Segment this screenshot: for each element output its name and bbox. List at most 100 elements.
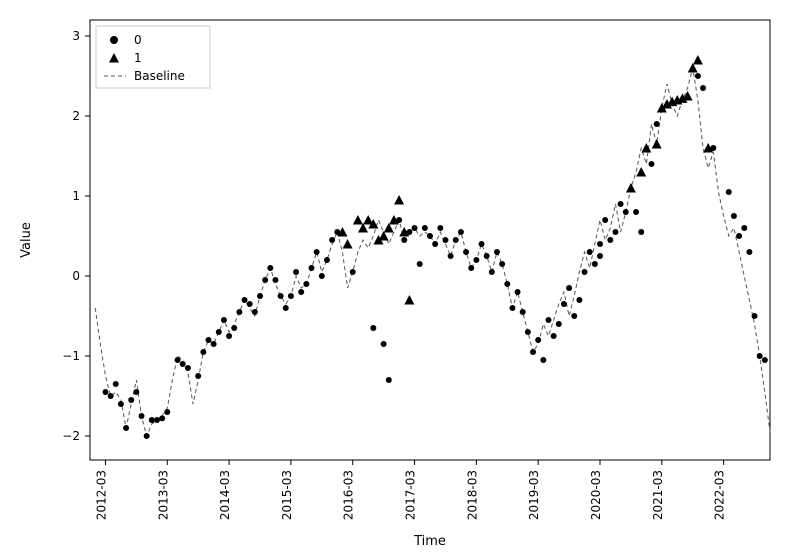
chart-svg: −2−101232012-032013-032014-032015-032016…: [0, 0, 800, 555]
point-series-1: [652, 139, 662, 149]
point-series-0: [561, 301, 567, 307]
y-tick-label: 1: [72, 189, 80, 203]
x-tick-label: 2022-03: [713, 470, 727, 520]
point-series-0: [216, 329, 222, 335]
x-tick-label: 2020-03: [589, 470, 603, 520]
point-series-0: [231, 325, 237, 331]
point-series-0: [571, 313, 577, 319]
point-series-0: [540, 357, 546, 363]
point-series-0: [180, 361, 186, 367]
point-series-0: [752, 313, 758, 319]
point-series-0: [623, 209, 629, 215]
point-series-0: [154, 417, 160, 423]
point-series-0: [746, 249, 752, 255]
point-series-0: [417, 261, 423, 267]
point-series-0: [731, 213, 737, 219]
y-tick-label: −2: [62, 429, 80, 443]
point-series-0: [757, 353, 763, 359]
point-series-0: [458, 229, 464, 235]
point-series-0: [489, 269, 495, 275]
point-series-0: [226, 333, 232, 339]
y-tick-label: 2: [72, 109, 80, 123]
point-series-0: [736, 233, 742, 239]
point-series-0: [118, 401, 124, 407]
point-series-0: [205, 337, 211, 343]
point-series-0: [262, 277, 268, 283]
point-series-0: [525, 329, 531, 335]
point-series-0: [545, 317, 551, 323]
point-series-0: [149, 417, 155, 423]
point-series-0: [272, 277, 278, 283]
point-series-0: [504, 281, 510, 287]
point-series-0: [144, 433, 150, 439]
point-series-0: [551, 333, 557, 339]
y-tick-label: −1: [62, 349, 80, 363]
x-tick-label: 2012-03: [94, 470, 108, 520]
x-tick-label: 2013-03: [156, 470, 170, 520]
point-series-0: [726, 189, 732, 195]
point-series-0: [453, 237, 459, 243]
point-series-0: [242, 297, 248, 303]
point-series-0: [139, 413, 145, 419]
legend-label: Baseline: [134, 69, 185, 83]
point-series-0: [319, 273, 325, 279]
point-series-0: [195, 373, 201, 379]
x-tick-label: 2018-03: [465, 470, 479, 520]
point-series-0: [412, 225, 418, 231]
point-series-0: [582, 269, 588, 275]
x-tick-label: 2021-03: [651, 470, 665, 520]
point-series-0: [329, 237, 335, 243]
x-tick-label: 2019-03: [527, 470, 541, 520]
point-series-0: [494, 249, 500, 255]
y-tick-label: 3: [72, 29, 80, 43]
point-series-0: [257, 293, 263, 299]
point-series-0: [401, 237, 407, 243]
point-series-0: [113, 381, 119, 387]
point-series-0: [448, 253, 454, 259]
point-series-0: [211, 341, 217, 347]
point-series-0: [283, 305, 289, 311]
point-series-0: [484, 253, 490, 259]
point-series-0: [102, 389, 108, 395]
point-series-0: [592, 261, 598, 267]
point-series-0: [597, 241, 603, 247]
point-series-0: [108, 393, 114, 399]
point-series-0: [386, 377, 392, 383]
legend-label: 1: [134, 51, 142, 65]
point-series-0: [587, 249, 593, 255]
point-series-0: [530, 349, 536, 355]
point-series-0: [499, 261, 505, 267]
point-series-0: [159, 415, 165, 421]
point-series-0: [133, 389, 139, 395]
point-series-0: [303, 281, 309, 287]
point-series-0: [128, 397, 134, 403]
x-axis-label: Time: [413, 534, 446, 549]
point-series-0: [278, 293, 284, 299]
point-series-1: [353, 215, 363, 225]
point-series-0: [618, 201, 624, 207]
point-series-0: [607, 237, 613, 243]
point-series-0: [479, 241, 485, 247]
point-series-0: [164, 409, 170, 415]
point-series-0: [741, 225, 747, 231]
x-tick-label: 2014-03: [218, 470, 232, 520]
point-series-0: [427, 233, 433, 239]
point-series-1: [641, 143, 651, 153]
point-series-0: [370, 325, 376, 331]
point-series-0: [633, 209, 639, 215]
chart-container: −2−101232012-032013-032014-032015-032016…: [0, 0, 800, 555]
point-series-0: [602, 217, 608, 223]
point-series-0: [556, 321, 562, 327]
point-series-0: [314, 249, 320, 255]
point-series-0: [267, 265, 273, 271]
point-series-0: [638, 229, 644, 235]
point-series-0: [515, 289, 521, 295]
point-series-0: [437, 225, 443, 231]
point-series-0: [175, 357, 181, 363]
point-series-1: [693, 55, 703, 65]
point-series-0: [185, 365, 191, 371]
point-series-0: [566, 285, 572, 291]
legend-marker-circle: [110, 36, 118, 44]
point-series-0: [324, 257, 330, 263]
point-series-0: [221, 317, 227, 323]
